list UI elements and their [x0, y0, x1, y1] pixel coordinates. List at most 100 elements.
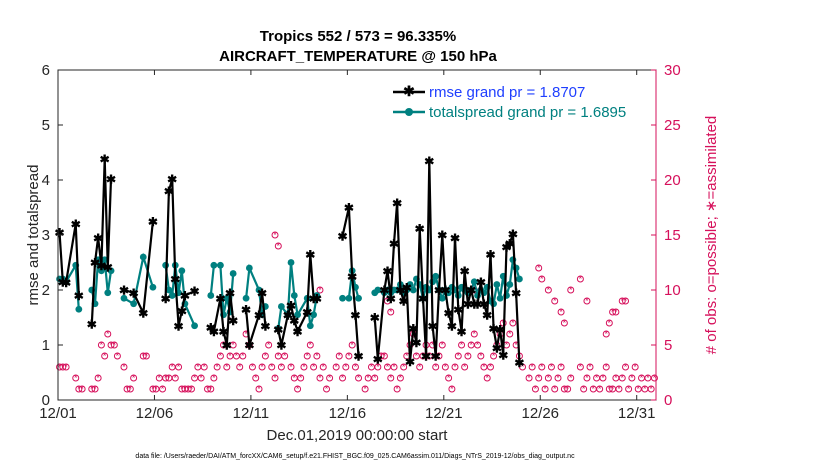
obs-possible-point — [56, 363, 64, 371]
rmse-point: ✱ — [379, 284, 389, 298]
spread-point — [306, 322, 314, 330]
obs-assimilated-point: * — [530, 362, 534, 372]
spread-point — [516, 275, 523, 283]
rmse-point: ✱ — [257, 286, 267, 300]
obs-assimilated-point: * — [270, 362, 274, 372]
y-tick-label: 3 — [42, 227, 50, 244]
obs-assimilated-point: * — [450, 384, 454, 394]
obs-possible-point — [207, 385, 215, 393]
spread-point — [120, 294, 128, 302]
obs-assimilated-point: * — [74, 373, 78, 383]
obs-assimilated-point: * — [588, 362, 592, 372]
rmse-point: ✱ — [421, 350, 431, 364]
obs-possible-point — [181, 385, 189, 393]
obs-possible-point — [261, 352, 269, 360]
obs-assimilated-point: * — [299, 373, 303, 383]
obs-assimilated-point: * — [315, 351, 319, 361]
obs-assimilated-point: * — [350, 340, 354, 350]
spread-point — [245, 264, 253, 272]
obs-possible-point — [586, 363, 594, 371]
rmse-point: ✱ — [96, 259, 106, 273]
obs-possible-point — [412, 352, 420, 360]
obs-assimilated-point: * — [601, 373, 605, 383]
obs-possible-point — [184, 385, 192, 393]
obs-assimilated-point: * — [96, 373, 100, 383]
rmse-point: ✱ — [302, 306, 312, 320]
spread-point — [374, 286, 382, 294]
rmse-point: ✱ — [495, 323, 505, 337]
obs-possible-point — [387, 308, 395, 316]
obs-assimilated-point: * — [64, 362, 68, 372]
spread-point — [393, 286, 401, 294]
obs-assimilated-point: * — [389, 373, 393, 383]
obs-possible-point — [647, 385, 655, 393]
obs-possible-point — [130, 374, 138, 382]
obs-assimilated-point: * — [122, 362, 126, 372]
rmse-point: ✱ — [450, 231, 460, 245]
obs-assimilated-point: * — [341, 373, 345, 383]
obs-assimilated-point: * — [547, 285, 551, 295]
rmse-point: ✱ — [479, 297, 489, 311]
obs-assimilated-point: * — [595, 373, 599, 383]
spread-point — [178, 267, 186, 275]
spread-point — [98, 267, 105, 275]
obs-assimilated-point: * — [363, 384, 367, 394]
obs-assimilated-point: * — [550, 362, 554, 372]
obs-assimilated-point: * — [466, 351, 470, 361]
spread-point — [506, 281, 514, 288]
rmse-point: ✱ — [373, 352, 383, 366]
obs-possible-point — [210, 374, 218, 382]
obs-assimilated-point: * — [592, 384, 596, 394]
rmse-point: ✱ — [411, 336, 421, 350]
obs-possible-point — [458, 341, 466, 349]
rmse-point: ✱ — [273, 323, 283, 337]
y-axis-label: rmse and totalspread — [25, 165, 42, 306]
rmse-point: ✱ — [447, 319, 457, 333]
obs-possible-point — [216, 352, 224, 360]
y-tick-label: 4 — [42, 172, 50, 189]
obs-possible-point — [464, 352, 472, 360]
obs-possible-point — [631, 363, 639, 371]
obs-possible-point — [94, 374, 102, 382]
obs-assimilated-point: * — [630, 373, 634, 383]
obs-assimilated-point: * — [289, 362, 293, 372]
rmse-point: ✱ — [190, 285, 200, 299]
y-tick-label: 6 — [42, 62, 50, 79]
rmse-point: ✱ — [87, 318, 97, 332]
obs-assimilated-point: * — [418, 362, 422, 372]
rmse-point: ✱ — [283, 308, 293, 322]
obs-possible-point — [547, 363, 555, 371]
obs-assimilated-point: * — [444, 362, 448, 372]
obs-assimilated-point: * — [473, 329, 477, 339]
obs-assimilated-point: * — [627, 384, 631, 394]
obs-assimilated-point: * — [402, 362, 406, 372]
obs-possible-point — [400, 363, 408, 371]
spread-point — [432, 272, 440, 280]
spread-point — [255, 286, 263, 294]
obs-possible-point — [316, 286, 324, 294]
obs-assimilated-point: * — [585, 373, 589, 383]
obs-possible-point — [213, 363, 221, 371]
obs-possible-point — [564, 385, 572, 393]
obs-assimilated-point: * — [431, 340, 435, 350]
obs-possible-point — [618, 297, 626, 305]
obs-assimilated-point: * — [354, 362, 358, 372]
obs-possible-point — [287, 363, 295, 371]
rmse-point: ✱ — [386, 292, 396, 306]
obs-possible-point — [268, 363, 276, 371]
obs-assimilated-point: * — [437, 351, 441, 361]
obs-possible-point — [187, 385, 195, 393]
rmse-point: ✱ — [424, 154, 434, 168]
obs-assimilated-point: * — [469, 340, 473, 350]
obs-possible-point — [101, 352, 109, 360]
rmse-line — [164, 178, 196, 327]
obs-assimilated-point: * — [251, 362, 255, 372]
obs-possible-point — [470, 330, 478, 338]
obs-assimilated-point: * — [421, 351, 425, 361]
obs-possible-point — [477, 352, 485, 360]
spread-point — [217, 261, 224, 269]
obs-assimilated-point: * — [428, 351, 432, 361]
x-tick-label: 12/06 — [136, 405, 174, 422]
rmse-point: ✱ — [228, 314, 238, 328]
rmse-point: ✱ — [460, 264, 470, 278]
